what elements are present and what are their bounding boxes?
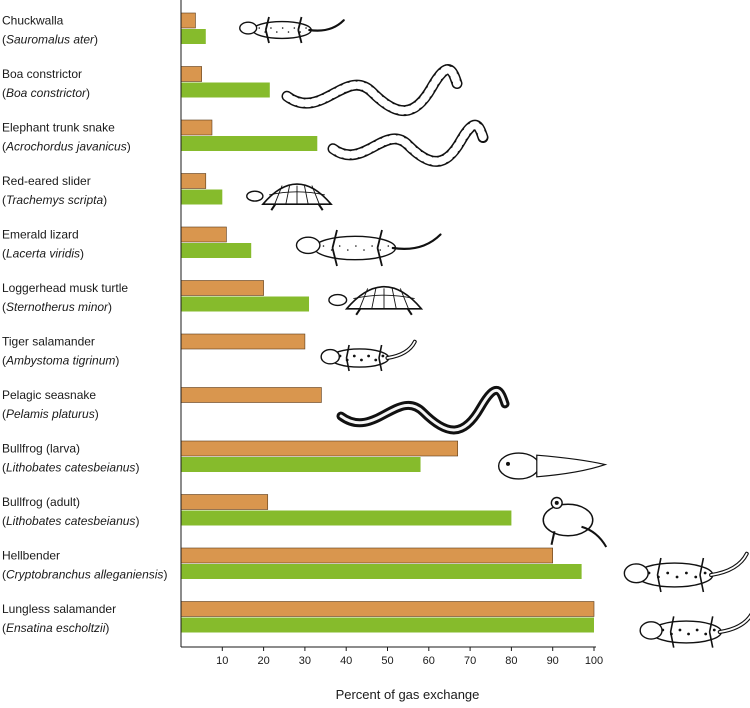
- x-tick-label: 30: [299, 655, 311, 667]
- category-common-name: Boa constrictor: [2, 67, 82, 81]
- snake-icon: [281, 64, 463, 117]
- category-scientific-name: (Acrochordus javanicus): [2, 140, 131, 154]
- bar-series-2: [181, 510, 512, 526]
- bar-series-1: [180, 494, 269, 510]
- turtle-icon: [328, 286, 424, 316]
- category-scientific-name: (Lithobates catesbeianus): [2, 514, 139, 528]
- category-common-name: Elephant trunk snake: [2, 121, 115, 135]
- x-tick-label: 20: [257, 655, 269, 667]
- bar-series-2: [181, 296, 310, 312]
- category-scientific-name: (Lacerta viridis): [2, 247, 84, 261]
- bar-series-1: [180, 173, 207, 189]
- bar-series-1: [180, 226, 227, 243]
- x-tick-label: 80: [505, 655, 517, 667]
- bar-series-1: [180, 12, 196, 29]
- category-scientific-name: (Sauromalus ater): [2, 33, 98, 47]
- bar-series-2: [181, 82, 270, 98]
- axes: 10 20 30 40 50 60 70 80 90 100: [180, 0, 603, 667]
- salamander-icon: [639, 612, 750, 648]
- turtle-icon: [246, 183, 333, 211]
- category-scientific-name: (Ensatina escholtzii): [2, 621, 109, 635]
- lizard-icon: [239, 16, 345, 44]
- x-tick-label: 10: [216, 655, 228, 667]
- bar-series-1: [180, 333, 306, 350]
- category-common-name: Lungless salamander: [2, 602, 116, 616]
- bars: [180, 12, 595, 633]
- category-common-name: Bullfrog (larva): [2, 442, 80, 456]
- bar-series-2: [181, 136, 318, 151]
- category-common-name: Pelagic seasnake: [2, 388, 96, 402]
- bar-series-2: [181, 617, 594, 633]
- bar-series-2: [181, 243, 252, 258]
- bar-series-1: [180, 547, 554, 564]
- lizard-icon: [295, 229, 442, 267]
- x-tick-label: 70: [464, 655, 476, 667]
- x-tick-label: 40: [340, 655, 352, 667]
- x-tick-label: 90: [547, 655, 559, 667]
- category-common-name: Hellbender: [2, 549, 60, 563]
- category-scientific-name: (Ambystoma tigrinum): [2, 354, 119, 368]
- x-tick-label: 100: [585, 655, 603, 667]
- x-tick-label: 50: [381, 655, 393, 667]
- bar-series-1: [180, 387, 322, 403]
- category-scientific-name: (Lithobates catesbeianus): [2, 461, 139, 475]
- x-ticks: 10 20 30 40 50 60 70 80 90 100: [216, 647, 603, 667]
- bar-series-1: [180, 66, 202, 82]
- bar-series-1: [180, 119, 213, 136]
- category-common-name: Chuckwalla: [2, 14, 64, 28]
- bar-series-2: [181, 189, 223, 205]
- category-scientific-name: (Sternotherus minor): [2, 300, 112, 314]
- category-common-name: Red-eared slider: [2, 174, 91, 188]
- x-axis-label: Percent of gas exchange: [336, 687, 480, 702]
- bar-series-1: [180, 440, 459, 457]
- frog-icon: [542, 496, 608, 548]
- category-labels: Chuckwalla (Sauromalus ater) Boa constrict…: [2, 14, 167, 636]
- tadpole-icon: [497, 452, 608, 480]
- bar-series-2: [181, 29, 206, 44]
- category-common-name: Tiger salamander: [2, 335, 95, 349]
- snake-icon: [327, 119, 489, 167]
- salamander-icon: [320, 339, 417, 372]
- bar-series-2: [181, 457, 421, 472]
- seasnake-icon: [336, 385, 510, 435]
- salamander-icon: [623, 551, 749, 593]
- bar-series-1: [180, 280, 264, 296]
- category-scientific-name: (Boa constrictor): [2, 86, 90, 100]
- animal-illustrations: [239, 16, 750, 648]
- category-scientific-name: (Pelamis platurus): [2, 407, 99, 421]
- category-common-name: Loggerhead musk turtle: [2, 281, 128, 295]
- category-scientific-name: (Trachemys scripta): [2, 193, 107, 207]
- category-common-name: Bullfrog (adult): [2, 495, 80, 509]
- bar-series-2: [181, 564, 582, 579]
- x-tick-label: 60: [423, 655, 435, 667]
- category-scientific-name: (Cryptobranchus alleganiensis): [2, 568, 167, 582]
- category-common-name: Emerald lizard: [2, 228, 79, 242]
- bar-series-1: [180, 601, 595, 617]
